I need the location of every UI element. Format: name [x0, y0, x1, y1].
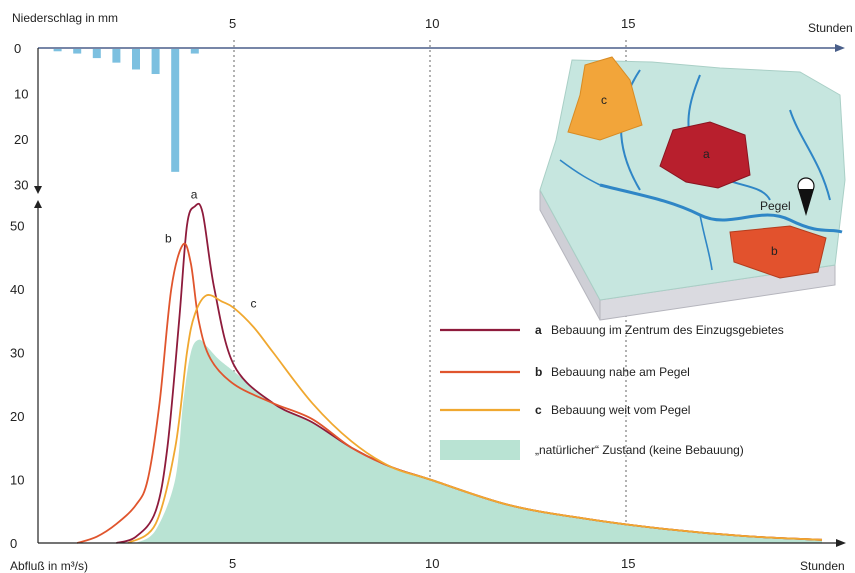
- legend-label: Bebauung im Zentrum des Einzugsgebietes: [551, 323, 784, 337]
- runoff-x-arrow: [836, 539, 846, 547]
- legend: a Bebauung im Zentrum des Einzugsgebietes…: [440, 323, 784, 460]
- urban-area-b: [729, 225, 827, 279]
- gauge-label: Pegel: [760, 199, 791, 213]
- urban-area-a: [659, 121, 751, 189]
- legend-label: Bebauung nahe am Pegel: [551, 365, 690, 379]
- runoff-y-arrow: [34, 200, 42, 208]
- runoff-y-tick: 40: [10, 282, 24, 297]
- runoff-axes: [34, 200, 846, 547]
- curve-label-a: a: [191, 187, 198, 201]
- map-label-b: b: [771, 244, 778, 258]
- map-label-a: a: [703, 147, 710, 161]
- legend-label: „natürlicher“ Zustand (keine Bebauung): [535, 443, 744, 457]
- precip-axis: [34, 44, 845, 194]
- precip-bar: [92, 49, 101, 59]
- series-line-c: [127, 294, 823, 544]
- legend-key-a: a: [535, 323, 542, 337]
- runoff-x-tick: 5: [229, 556, 236, 571]
- river-main: [599, 183, 843, 234]
- runoff-y-axis-label: Abfluß in m³/s): [10, 559, 88, 573]
- river-trib-4: [559, 159, 601, 186]
- precip-x-tick: 5: [229, 16, 236, 31]
- precip-bar: [112, 49, 121, 63]
- runoff-y-tick: 50: [10, 219, 24, 234]
- river-trib-3: [789, 109, 831, 201]
- precip-bar: [73, 49, 82, 54]
- urban-area-c: [567, 56, 643, 141]
- precip-y-tick: 10: [14, 87, 28, 102]
- curve-label-c: c: [251, 296, 257, 310]
- legend-label: Bebauung weit vom Pegel: [551, 403, 690, 417]
- runoff-x-tick: 15: [621, 556, 635, 571]
- precip-unit-label: Stunden: [808, 21, 853, 35]
- gauge-marker-icon: [797, 177, 815, 216]
- curve-label-b: b: [165, 232, 172, 246]
- precip-bar: [132, 49, 140, 70]
- precip-y-tick: 20: [14, 132, 28, 147]
- legend-key-c: c: [535, 403, 542, 417]
- legend-key-b: b: [535, 365, 542, 379]
- precip-bar: [53, 49, 62, 52]
- precip-bar: [190, 49, 199, 54]
- river-trib-5: [699, 214, 713, 271]
- runoff-y-tick: 30: [10, 346, 24, 361]
- catchment-map: c a b Pegel: [539, 56, 846, 321]
- runoff-y-tick: 10: [10, 473, 24, 488]
- precip-y-arrow: [34, 186, 42, 194]
- runoff-x-axis-label: Stunden: [800, 559, 845, 573]
- runoff-y-tick: 20: [10, 409, 24, 424]
- runoff-y-tick: 0: [10, 536, 17, 551]
- legend-swatch-natural: [440, 440, 520, 460]
- precip-y-tick: 0: [14, 41, 21, 56]
- natural-state-area: [136, 339, 822, 543]
- precip-x-arrow: [835, 44, 845, 52]
- precip-bar: [151, 49, 160, 75]
- precip-y-tick: 30: [14, 178, 28, 193]
- runoff-x-tick: 10: [425, 556, 439, 571]
- map-label-c: c: [601, 93, 607, 107]
- precip-x-tick: 10: [425, 16, 439, 31]
- precip-x-tick: 15: [621, 16, 635, 31]
- precip-axis-label: Niederschlag in mm: [12, 11, 118, 25]
- precip-bar: [171, 49, 180, 172]
